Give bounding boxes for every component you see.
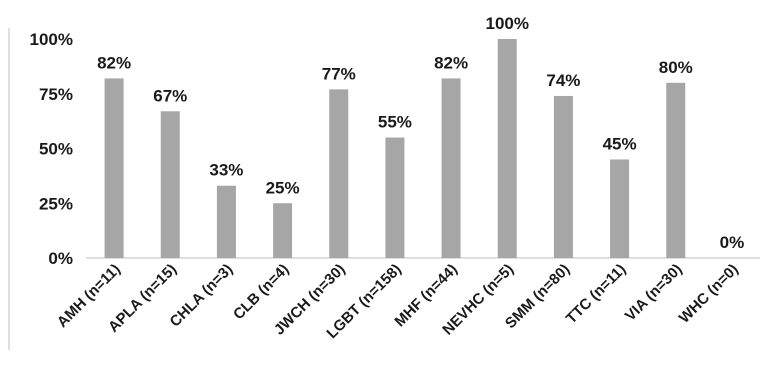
data-label: 45% xyxy=(603,134,637,153)
y-tick-label: 50% xyxy=(39,140,73,159)
data-label: 100% xyxy=(486,14,529,33)
bar xyxy=(553,95,573,258)
data-label: 74% xyxy=(546,71,580,90)
bar xyxy=(610,159,630,258)
bar xyxy=(104,78,124,258)
bar xyxy=(441,78,461,258)
data-label: 0% xyxy=(720,233,745,252)
y-tick-label: 100% xyxy=(30,30,73,49)
data-label: 67% xyxy=(153,86,187,105)
data-label: 82% xyxy=(97,53,131,72)
data-label: 82% xyxy=(434,53,468,72)
data-label: 77% xyxy=(322,64,356,83)
bar xyxy=(160,111,180,259)
bars xyxy=(104,39,686,259)
bar xyxy=(385,137,405,258)
data-label: 25% xyxy=(266,178,300,197)
bar xyxy=(273,203,293,258)
data-label: 55% xyxy=(378,113,412,132)
x-tick-label: WHC (n=0) xyxy=(676,261,742,327)
y-tick-label: 25% xyxy=(39,194,73,213)
bar xyxy=(329,89,349,259)
y-tick-labels: 0% 25% 50% 75% 100% xyxy=(30,30,73,268)
bar xyxy=(666,82,686,258)
y-tick-label: 0% xyxy=(48,249,73,268)
data-label: 33% xyxy=(209,161,243,180)
data-label: 80% xyxy=(659,58,693,77)
y-tick-label: 75% xyxy=(39,85,73,104)
x-tick-label: TTC (n=11) xyxy=(563,261,630,328)
x-tick-labels: AMH (n=11)APLA (n=15)CHLA (n=3)CLB (n=4)… xyxy=(54,261,742,342)
data-labels: 82% 67% 33% 25% 77% 55% 82% 100% 74% 45% 80% 0% xyxy=(97,14,744,252)
bar xyxy=(216,185,236,258)
bar xyxy=(497,39,517,258)
